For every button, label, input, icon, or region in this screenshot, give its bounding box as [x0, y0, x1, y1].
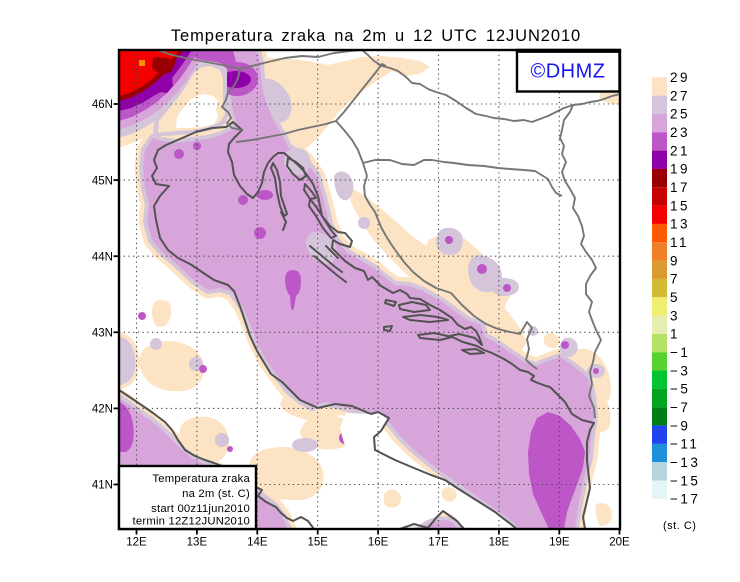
svg-text:7: 7 [670, 272, 680, 287]
svg-text:15: 15 [670, 198, 690, 213]
svg-text:−9: −9 [670, 418, 690, 433]
svg-text:43N: 43N [92, 328, 113, 340]
svg-text:−1: −1 [670, 345, 690, 360]
svg-text:41N: 41N [92, 480, 113, 492]
svg-text:46N: 46N [92, 99, 113, 111]
svg-text:20E: 20E [609, 537, 630, 549]
svg-text:na 2m (st. C): na 2m (st. C) [182, 488, 250, 500]
svg-text:19: 19 [670, 162, 690, 177]
svg-text:17: 17 [670, 180, 690, 195]
svg-text:17E: 17E [428, 537, 449, 549]
svg-text:Temperatura zraka na 2m u 12 U: Temperatura zraka na 2m u 12 UTC 12JUN20… [171, 27, 581, 45]
svg-text:1: 1 [670, 327, 680, 342]
svg-text:21: 21 [670, 143, 690, 158]
svg-text:44N: 44N [92, 251, 113, 263]
svg-text:Temperatura zraka: Temperatura zraka [152, 473, 250, 485]
svg-text:25: 25 [670, 107, 690, 122]
svg-text:15E: 15E [307, 537, 328, 549]
svg-text:13: 13 [670, 217, 690, 232]
svg-text:−11: −11 [670, 437, 699, 452]
svg-text:5: 5 [670, 290, 680, 305]
svg-text:−13: −13 [670, 455, 700, 470]
svg-text:16E: 16E [368, 537, 389, 549]
svg-text:−7: −7 [670, 400, 690, 415]
svg-text:(st. C): (st. C) [663, 520, 696, 532]
svg-text:14E: 14E [247, 537, 268, 549]
svg-text:−15: −15 [670, 473, 700, 488]
svg-text:−3: −3 [670, 363, 690, 378]
svg-text:12E: 12E [126, 537, 147, 549]
svg-text:23: 23 [670, 125, 690, 140]
svg-text:3: 3 [670, 308, 680, 323]
svg-text:−17: −17 [670, 492, 700, 507]
svg-text:29: 29 [670, 70, 690, 85]
svg-text:18E: 18E [489, 537, 510, 549]
svg-text:13E: 13E [187, 537, 208, 549]
svg-text:9: 9 [670, 253, 680, 268]
svg-text:©DHMZ: ©DHMZ [531, 61, 606, 83]
svg-text:−5: −5 [670, 382, 690, 397]
svg-text:42N: 42N [92, 404, 113, 416]
svg-text:19E: 19E [549, 537, 570, 549]
svg-text:termin 12Z12JUN2010: termin 12Z12JUN2010 [133, 516, 250, 528]
svg-text:11: 11 [670, 235, 689, 250]
svg-text:start 00z11jun2010: start 00z11jun2010 [151, 503, 250, 515]
svg-text:27: 27 [670, 88, 690, 103]
svg-text:45N: 45N [92, 175, 113, 187]
